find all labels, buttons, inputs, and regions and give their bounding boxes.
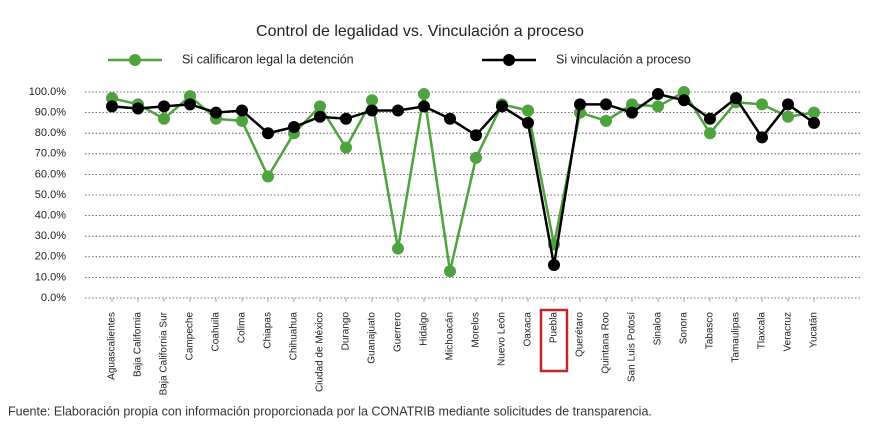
highlight-box: [539, 308, 569, 373]
data-point: [184, 90, 196, 103]
x-tick-label: Ciudad de México: [315, 312, 326, 392]
x-tick-label: Tamaulipas: [731, 312, 742, 363]
y-tick-label: 100.0%: [29, 86, 67, 98]
y-tick-label: 30.0%: [35, 230, 66, 242]
y-tick-label: 20.0%: [35, 251, 66, 263]
x-tick-label: Michoacán: [445, 312, 456, 360]
data-point: [548, 259, 560, 272]
data-point: [782, 98, 794, 111]
y-tick-label: 70.0%: [35, 148, 66, 160]
data-point: [470, 129, 482, 142]
x-tick-label: Sonora: [679, 312, 690, 345]
data-point: [626, 98, 638, 111]
data-point: [600, 98, 612, 111]
data-point: [340, 141, 352, 154]
x-tick-label: Chiapas: [263, 312, 274, 349]
x-tick-label: Chihuahua: [289, 312, 300, 361]
chart-title: Control de legalidad vs. Vinculación a p…: [256, 23, 584, 40]
data-point: [392, 104, 404, 117]
data-point: [236, 114, 248, 127]
x-tick-label: Tabasco: [705, 312, 716, 350]
x-tick-label: Colima: [237, 312, 248, 344]
y-tick-label: 0.0%: [41, 292, 66, 304]
data-point: [678, 94, 690, 107]
data-point: [158, 100, 170, 113]
series-line: [111, 90, 815, 272]
data-point: [236, 104, 248, 117]
y-tick-label: 40.0%: [35, 210, 66, 222]
x-tick-label: Puebla: [549, 312, 560, 344]
x-tick-label: Quintana Roo: [601, 312, 612, 374]
x-tick-label: Oaxaca: [523, 312, 534, 347]
x-tick-label: Durango: [341, 312, 352, 351]
data-point: [106, 100, 118, 113]
x-tick-label: Hidalgo: [419, 312, 430, 346]
legend-label: Si calificaron legal la detención: [182, 52, 354, 66]
data-point: [470, 151, 482, 164]
data-point: [704, 112, 716, 125]
data-point: [808, 116, 820, 129]
data-point: [756, 98, 768, 111]
x-tick-label: Baja California Sur: [159, 311, 170, 395]
source-note: Fuente: Elaboración propia con informaci…: [8, 404, 652, 418]
data-point: [418, 100, 430, 113]
y-tick-label: 90.0%: [35, 107, 66, 119]
data-point: [418, 88, 430, 101]
data-point: [652, 100, 664, 113]
data-point: [600, 114, 612, 127]
data-point: [314, 110, 326, 123]
data-point: [340, 112, 352, 125]
x-tick-label: San Luis Potosí: [627, 312, 638, 382]
data-point: [704, 127, 716, 140]
legend-marker: [503, 54, 515, 66]
legend-marker: [129, 54, 141, 66]
data-point: [106, 92, 118, 105]
data-point: [496, 100, 508, 113]
data-point: [574, 98, 586, 111]
data-point: [782, 110, 794, 123]
data-point: [444, 265, 456, 278]
data-point: [652, 88, 664, 101]
data-point: [184, 98, 196, 111]
data-point: [132, 102, 144, 115]
x-tick-label: Nuevo León: [497, 312, 508, 366]
data-point: [444, 112, 456, 125]
data-point: [756, 131, 768, 144]
x-tick-label: Tlaxcala: [757, 312, 768, 350]
x-tick-label: Yucatán: [809, 312, 820, 348]
x-tick-label: Querétaro: [575, 312, 586, 357]
data-point: [262, 170, 274, 183]
data-point: [808, 106, 820, 119]
x-tick-label: Baja California: [133, 312, 144, 377]
y-tick-label: 10.0%: [35, 271, 66, 283]
y-tick-label: 80.0%: [35, 127, 66, 139]
x-tick-label: Sinaloa: [653, 312, 664, 346]
data-point: [626, 106, 638, 119]
y-tick-label: 50.0%: [35, 189, 66, 201]
y-tick-label: 60.0%: [35, 168, 66, 180]
x-tick-label: Guanajuato: [367, 312, 378, 364]
data-point: [678, 86, 690, 98]
data-point: [392, 242, 404, 255]
data-point: [522, 116, 534, 129]
data-point: [158, 112, 170, 125]
legend-label: Si vinculación a proceso: [556, 52, 691, 66]
data-point: [288, 121, 300, 134]
data-point: [730, 92, 742, 105]
x-tick-label: Aguascalientes: [107, 312, 118, 380]
data-point: [210, 106, 222, 119]
data-point: [366, 104, 378, 117]
data-point: [262, 127, 274, 140]
x-tick-label: Campeche: [185, 312, 196, 361]
series-line: [111, 92, 815, 266]
data-point: [366, 94, 378, 107]
data-point: [522, 104, 534, 117]
x-tick-label: Veracruz: [783, 312, 794, 351]
x-tick-label: Guerrero: [393, 312, 404, 352]
x-tick-label: Coahuila: [211, 312, 222, 352]
data-point: [314, 100, 326, 113]
x-tick-label: Morelos: [471, 312, 482, 348]
